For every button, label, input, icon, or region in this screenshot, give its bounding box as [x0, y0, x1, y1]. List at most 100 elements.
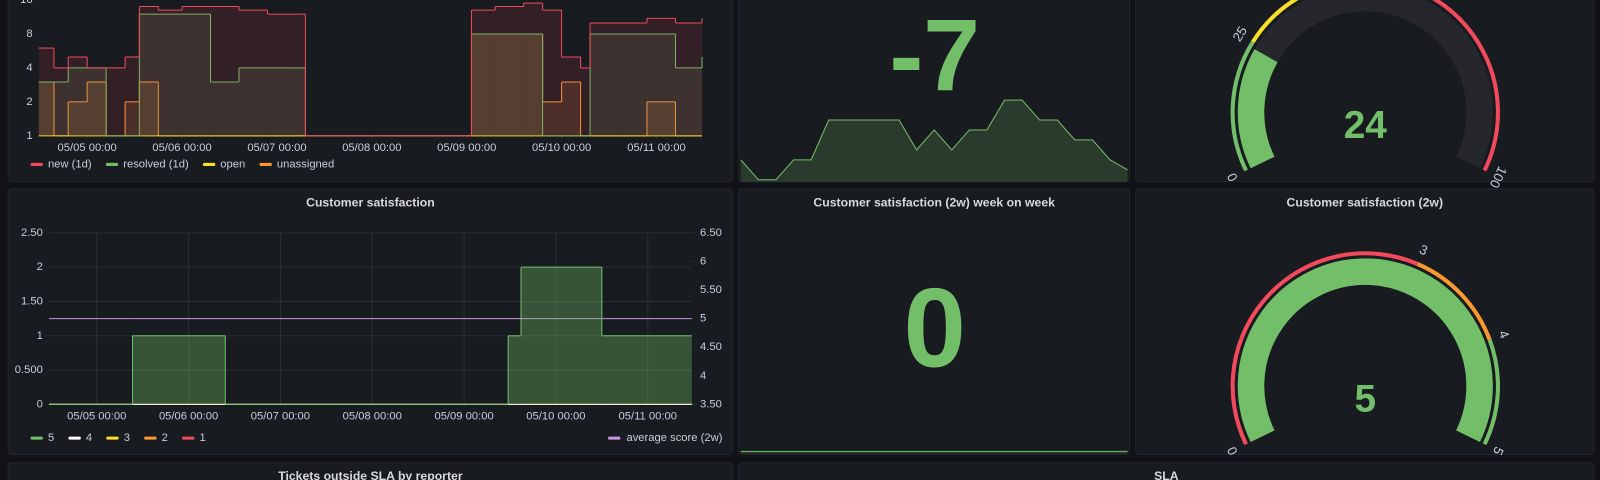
panel-title: Customer satisfaction (2w) week on week: [813, 195, 1055, 209]
area-segment: [647, 101, 676, 136]
area-segment: [158, 10, 183, 136]
gauge-value: 5: [1355, 378, 1377, 421]
legend-label: 2: [162, 432, 168, 444]
y2-tick-label: 6: [700, 255, 706, 267]
area-segment: [295, 14, 306, 136]
y-tick-label: 1: [37, 330, 43, 342]
area-segment: [139, 82, 159, 136]
area-segment: [618, 33, 648, 136]
area-segment: [495, 33, 524, 136]
area-segment: [125, 101, 140, 136]
area-segment: [523, 33, 543, 136]
area-segment: [106, 67, 126, 136]
x-tick-label: 05/08 00:00: [342, 142, 401, 154]
sparkline: [740, 99, 1128, 181]
area-segment: [267, 67, 296, 136]
y2-tick-label: 5.50: [700, 284, 722, 296]
legend-label: new (1d): [48, 158, 92, 170]
area-segment: [561, 56, 581, 136]
area-segment: [139, 14, 159, 136]
legend-swatch: [202, 162, 216, 166]
legend-label: open: [220, 158, 245, 170]
area-segment: [38, 82, 54, 136]
y-tick-label: 8: [26, 28, 32, 40]
panel: [738, 462, 1595, 480]
y-tick-label: 2: [26, 96, 32, 108]
area-segment: [38, 48, 54, 136]
x-tick-label: 05/10 00:00: [532, 142, 591, 154]
area-segment: [561, 82, 581, 136]
y-tick-label: 0: [37, 398, 43, 410]
gauge-value-arc: [1237, 49, 1278, 169]
panel-title: Customer satisfaction: [306, 195, 435, 209]
x-tick-label: 05/07 00:00: [247, 142, 306, 154]
legend-label: 1: [199, 432, 205, 444]
threshold-band: [1230, 251, 1419, 446]
area-segment: [139, 6, 159, 136]
area-segment: [182, 6, 211, 136]
x-tick-label: 05/10 00:00: [526, 411, 585, 423]
threshold-band: [1482, 339, 1500, 446]
area-segment: [590, 33, 619, 136]
x-tick-label: 05/11 00:00: [627, 142, 685, 154]
area-segment: [542, 10, 562, 136]
area-segment: [647, 33, 676, 136]
x-tick-label: 05/05 00:00: [67, 411, 126, 423]
area-segment: [471, 10, 496, 136]
gauge-value-arc: [1237, 258, 1493, 442]
y-tick-label: 0.500: [15, 364, 43, 376]
x-tick-label: 05/06 00:00: [152, 142, 211, 154]
stat-value: -7: [889, 0, 980, 112]
area-segment: [210, 82, 239, 136]
area-segment: [125, 56, 140, 136]
y-tick-label: 4: [26, 62, 32, 74]
area-segment: [580, 67, 591, 136]
area-segment: [495, 6, 524, 136]
x-tick-label: 05/09 00:00: [434, 411, 493, 423]
area-segment: [53, 82, 69, 136]
gauge-value: 24: [1344, 104, 1388, 147]
x-tick-label: 05/08 00:00: [343, 411, 402, 423]
area-segment: [68, 67, 88, 136]
gauge-tick-label: 25: [1230, 24, 1251, 44]
area-segment: [53, 67, 69, 136]
area-segment: [647, 18, 676, 136]
legend-swatch: [106, 436, 119, 440]
y-tick-label: 2.50: [21, 227, 43, 239]
legend-swatch: [182, 436, 195, 440]
panel-title: Tickets outside SLA by reporter: [278, 469, 463, 480]
area-segment: [542, 101, 562, 136]
area-segment: [87, 67, 107, 136]
panel: [738, 0, 1131, 183]
x-tick-label: 05/09 00:00: [437, 142, 496, 154]
threshold-band: [1251, 0, 1299, 44]
area-segment: [38, 82, 54, 136]
sparkline-area: [740, 451, 1128, 454]
y-tick-label: 1: [26, 130, 32, 142]
legend-swatch: [105, 162, 119, 166]
legend-label: average score (2w): [626, 432, 722, 444]
x-tick-label: 05/07 00:00: [251, 411, 310, 423]
area-segment: [495, 33, 524, 136]
stat-value: 0: [903, 265, 965, 391]
legend-swatch: [608, 436, 621, 440]
area-segment: [523, 33, 543, 136]
area-segment: [590, 23, 619, 136]
threshold-band: [1416, 262, 1492, 341]
area-segment: [87, 82, 107, 136]
area-segment: [675, 67, 703, 136]
threshold-band: [1230, 40, 1255, 172]
area-segment: [675, 23, 703, 136]
area-segment: [508, 335, 522, 405]
x-tick-label: 05/11 00:00: [619, 411, 677, 423]
area-segment: [601, 335, 692, 405]
legend-label: 4: [86, 432, 92, 444]
y-tick-label: 2: [37, 261, 43, 273]
area-segment: [238, 67, 268, 136]
area-segment: [471, 33, 496, 136]
area-segment: [618, 23, 648, 136]
y2-tick-label: 5: [700, 313, 706, 325]
area-segment: [267, 14, 296, 136]
